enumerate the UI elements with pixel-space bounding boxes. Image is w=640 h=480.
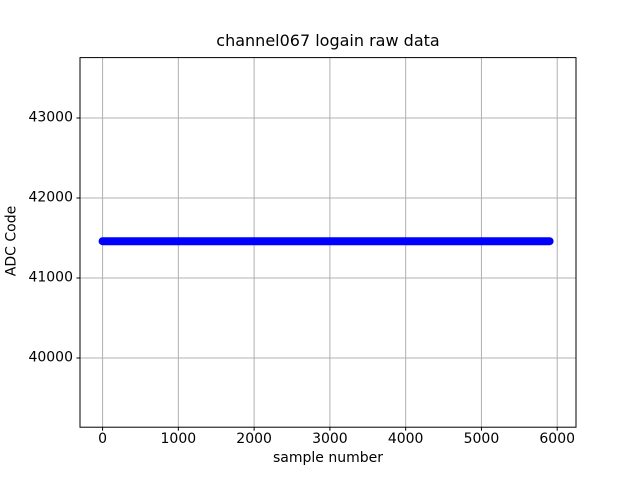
x-axis-label: sample number (273, 450, 383, 466)
x-tick-label: 4000 (387, 431, 424, 447)
y-tick-label: 41000 (28, 269, 73, 286)
x-tick-label: 2000 (236, 431, 272, 447)
y-axis-label: ADC Code (3, 205, 20, 277)
x-tick-label: 3000 (312, 431, 348, 447)
x-tick-label: 1000 (160, 431, 197, 447)
x-tick-label: 5000 (463, 431, 500, 447)
axes-border (79, 57, 577, 428)
y-tick-label: 40000 (28, 349, 73, 366)
x-tick-label: 0 (98, 431, 108, 447)
x-tick-label: 6000 (539, 431, 576, 447)
y-tick-label: 43000 (28, 109, 73, 126)
y-tick-label: 42000 (28, 189, 73, 206)
chart-title: channel067 logain raw data (216, 31, 440, 50)
